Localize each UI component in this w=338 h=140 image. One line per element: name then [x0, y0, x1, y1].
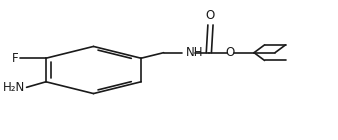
Text: F: F — [12, 52, 19, 65]
Text: O: O — [225, 46, 235, 59]
Text: H₂N: H₂N — [3, 81, 25, 94]
Text: O: O — [206, 9, 215, 22]
Text: NH: NH — [186, 46, 203, 59]
